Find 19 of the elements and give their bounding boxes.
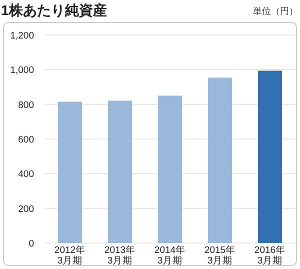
y-tick-label: 800 xyxy=(18,100,34,111)
bar xyxy=(258,70,282,243)
bar xyxy=(58,102,82,243)
bar xyxy=(158,96,182,243)
y-tick-label: 400 xyxy=(18,169,34,180)
x-tick-label: 2012年 3月期 xyxy=(54,244,86,266)
y-tick-label: 600 xyxy=(18,134,34,146)
x-tick-label: 2015年 3月期 xyxy=(204,244,236,266)
y-tick-label: 1,200 xyxy=(10,30,34,42)
text: 単位（円） xyxy=(253,6,298,16)
x-tick-label: 2013年 3月期 xyxy=(104,244,136,266)
x-tick-label: 2014年 3月期 xyxy=(154,244,186,266)
bar xyxy=(108,100,132,243)
x-tick-label: 2016年 3月期 xyxy=(254,244,286,266)
y-tick-label: 1,000 xyxy=(10,65,34,76)
chart-title: 1株あたり純資産 xyxy=(1,2,107,18)
y-tick-label: 200 xyxy=(18,204,34,215)
y-tick-label: 0 xyxy=(28,238,34,250)
bar xyxy=(208,78,232,243)
